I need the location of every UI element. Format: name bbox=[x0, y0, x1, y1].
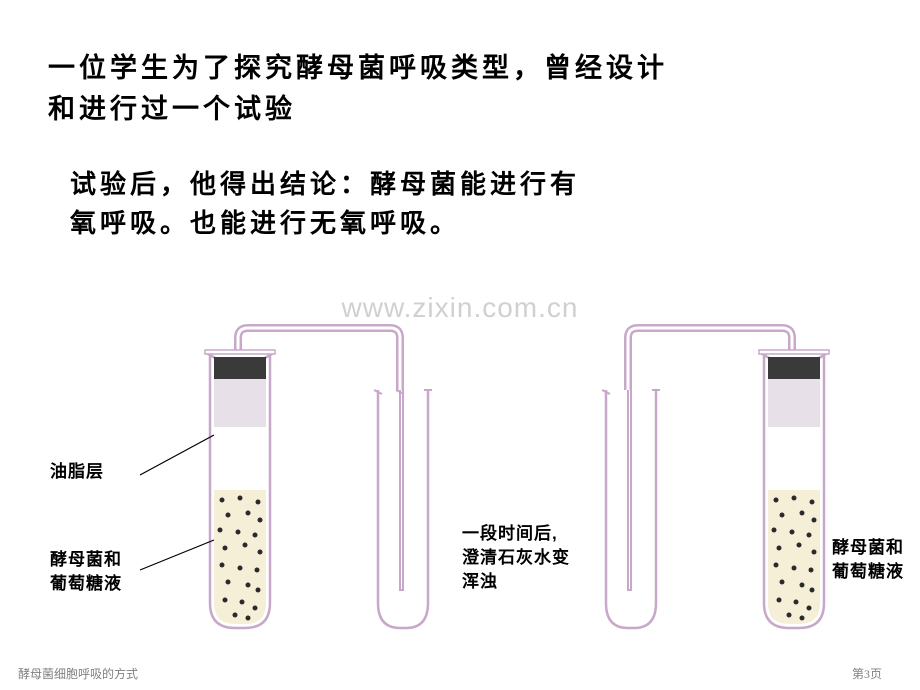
label-limewater-3: 浑浊 bbox=[462, 570, 570, 594]
footer-left: 酵母菌细胞呼吸的方式 bbox=[18, 665, 138, 682]
title-block: 一位学生为了探究酵母菌呼吸类型，曾经设计 和进行过一个试验 bbox=[48, 48, 872, 129]
conclusion-line-1: 试验后，他得出结论：酵母菌能进行有 bbox=[70, 165, 850, 204]
label-limewater-1: 一段时间后, bbox=[462, 522, 570, 546]
label-oil-layer: 油脂层 bbox=[50, 460, 104, 484]
label-limewater: 一段时间后, 澄清石灰水变 浑浊 bbox=[462, 522, 570, 593]
label-yeast-left-1: 酵母菌和 bbox=[50, 548, 122, 572]
label-yeast-left: 酵母菌和 葡萄糖液 bbox=[50, 548, 122, 596]
conclusion-block: 试验后，他得出结论：酵母菌能进行有 氧呼吸。也能进行无氧呼吸。 bbox=[70, 165, 850, 243]
label-yeast-right: 酵母菌和 葡萄糖液 bbox=[832, 536, 904, 584]
label-yeast-left-2: 葡萄糖液 bbox=[50, 572, 122, 596]
label-yeast-right-2: 葡萄糖液 bbox=[832, 560, 904, 584]
label-yeast-right-1: 酵母菌和 bbox=[832, 536, 904, 560]
label-limewater-2: 澄清石灰水变 bbox=[462, 546, 570, 570]
title-line-1: 一位学生为了探究酵母菌呼吸类型，曾经设计 bbox=[48, 48, 872, 89]
title-line-2: 和进行过一个试验 bbox=[48, 89, 872, 130]
conclusion-line-2: 氧呼吸。也能进行无氧呼吸。 bbox=[70, 204, 850, 243]
experiment-diagram bbox=[0, 320, 920, 650]
footer-right: 第3页 bbox=[852, 665, 882, 682]
